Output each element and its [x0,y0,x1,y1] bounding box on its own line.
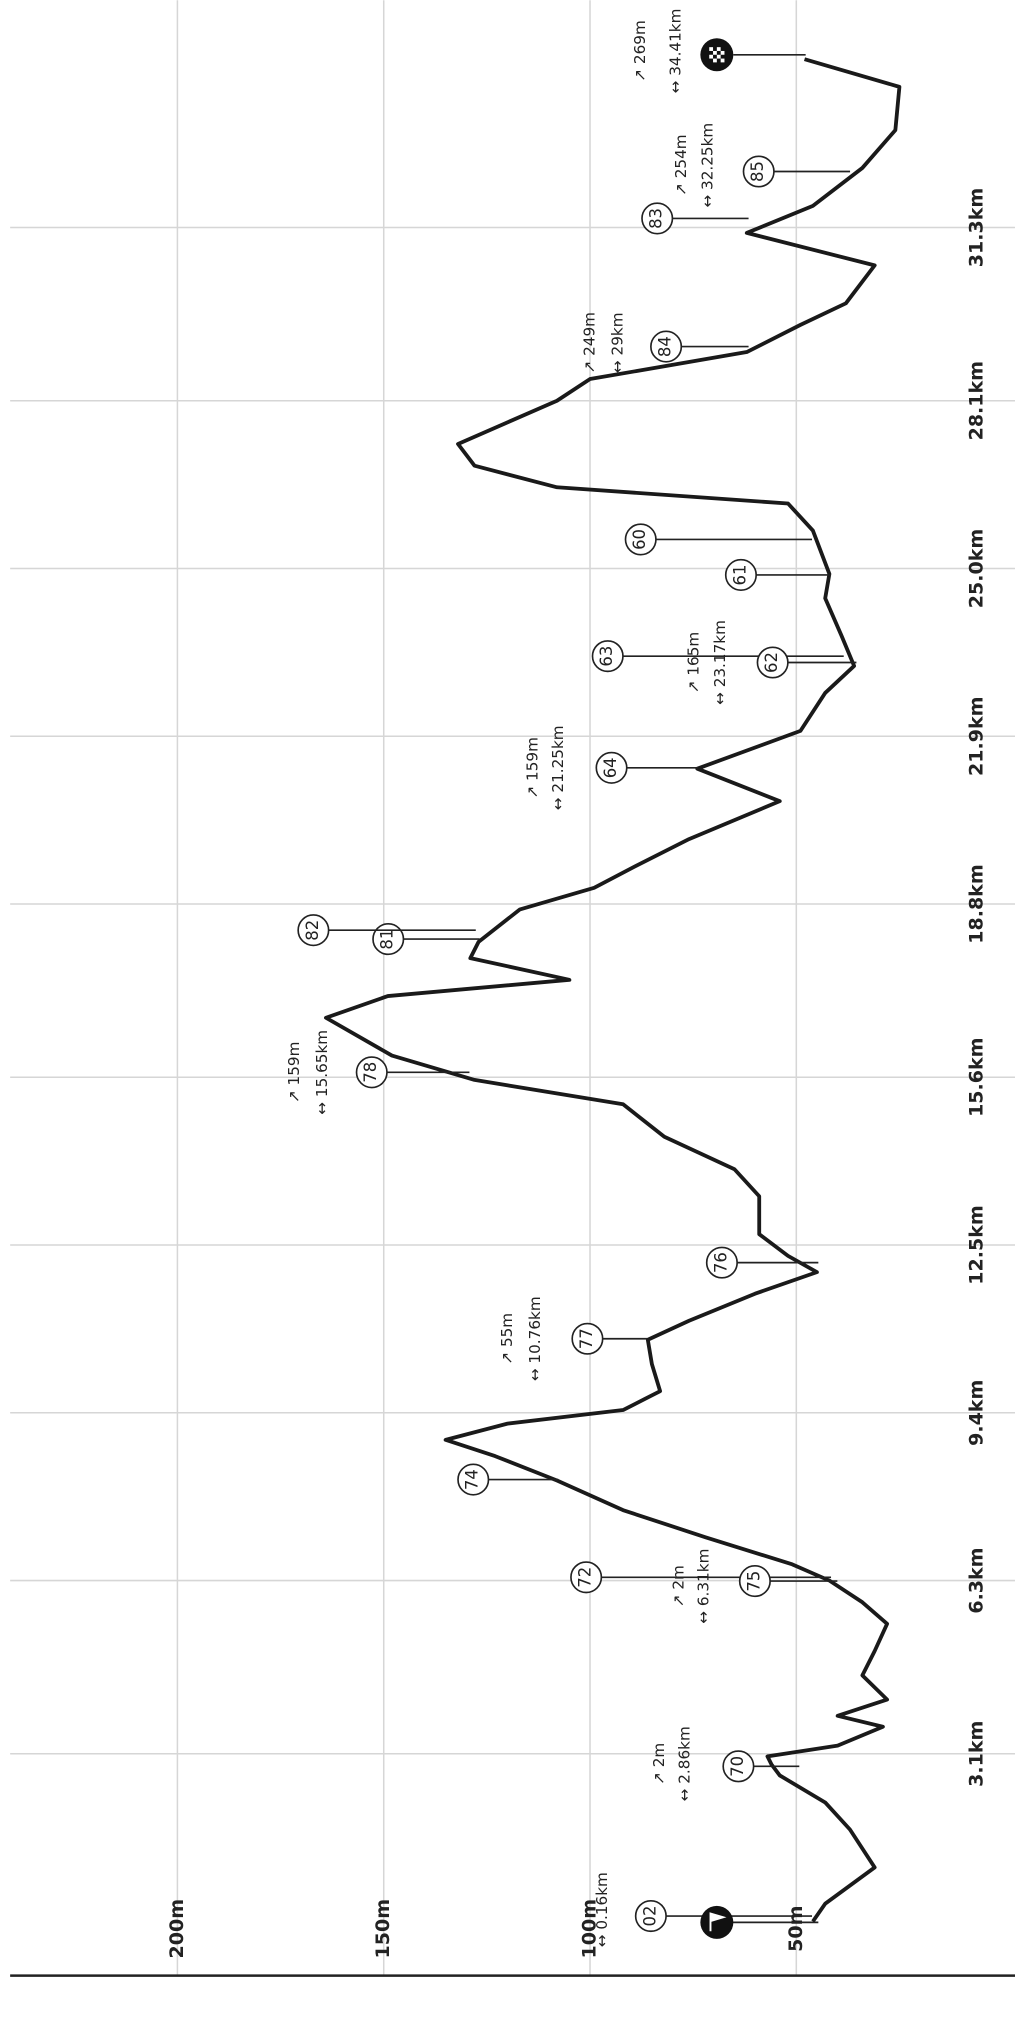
waypoint-label: 70 [728,1756,747,1777]
x-tick-label: 9.4km [965,1380,987,1446]
x-tick-label: 12.5km [965,1205,987,1284]
x-tick-label: 3.1km [965,1721,987,1787]
waypoint-marker [705,1246,738,1279]
waypoint-label: 85 [748,161,767,182]
waypoint-marker [457,1463,490,1496]
waypoint-marker [570,1561,603,1594]
y-tick-label: 50m [785,1906,807,1952]
waypoint-marker [624,523,657,556]
y-tick-label: 200m [166,1899,188,1959]
waypoint-marker [650,330,683,363]
y-tick-label: 100m [579,1899,601,1959]
waypoint-label: 83 [647,208,666,229]
waypoint-label: 64 [601,757,620,778]
waypoint-label: 82 [303,920,322,941]
finish-checker [716,54,721,59]
waypoint-marker [297,914,330,947]
finish-checker [713,50,717,55]
waypoint-marker [756,646,789,679]
waypoint-label: 60 [630,529,649,550]
climb-label: ↗ 249m [580,312,598,373]
finish-checker [720,50,725,55]
waypoint-marker [372,923,405,956]
waypoint-label: 78 [361,1062,380,1083]
waypoint-marker [722,1750,755,1783]
finish-checker [716,47,721,51]
waypoint-label: 76 [711,1252,730,1273]
x-tick-label: 18.8km [965,864,987,943]
waypoint-marker [724,558,757,592]
distance-label: ↔ 34.41km [667,9,685,94]
climb-label: ↗ 269m [631,20,649,81]
waypoint-label: 75 [744,1571,763,1592]
distance-label: ↔ 23.17km [711,620,729,705]
climb-label: ↗ 159m [285,1042,303,1103]
waypoint-label: 02 [640,1906,659,1927]
climb-label: ↗ 165m [685,632,703,693]
waypoint-marker [641,202,674,235]
waypoint-label: 72 [576,1567,595,1588]
waypoint-label: 77 [577,1328,596,1349]
waypoint-label: 61 [730,564,749,585]
x-tick-label: 21.9km [965,697,987,776]
x-tick-label: 15.6km [965,1038,987,1117]
finish-checker [709,54,714,59]
x-tick-label: 25.0km [965,529,987,608]
distance-label: ↔ 6.31km [695,1549,713,1624]
x-tick-label: 6.3km [965,1547,987,1613]
waypoint-marker [595,751,628,784]
y-tick-label: 150m [372,1899,394,1959]
x-tick-label: 31.3km [965,188,987,267]
waypoint-marker [634,1899,667,1933]
distance-label: ↔ 2.86km [676,1726,694,1801]
climb-label: ↗ 2m [669,1565,687,1607]
distance-label: ↔ 32.25km [698,123,716,208]
climb-label: ↗ 55m [498,1313,516,1365]
finish-checker [720,58,725,63]
climb-label: ↗ 2m [650,1743,668,1785]
waypoint-label: 74 [463,1469,482,1490]
distance-label: ↔ 10.76km [526,1296,544,1381]
waypoint-label: 81 [378,929,397,950]
distance-label: ↔ 0.16km [593,1872,611,1947]
waypoint-marker [571,1322,604,1355]
finish-checker [713,58,717,63]
distance-label: ↔ 29km [608,312,626,373]
start-icon [700,1905,734,1939]
start-flag [709,1912,727,1932]
x-tick-label: 28.1km [965,361,987,440]
waypoint-marker [742,155,775,188]
waypoint-label: 84 [656,336,675,357]
waypoint-label: 62 [762,652,781,673]
elevation-line [324,57,902,1923]
waypoint-marker [738,1565,771,1598]
climb-label: ↗ 159m [523,737,541,798]
waypoint-label: 63 [597,646,616,667]
waypoint-marker [591,640,624,673]
distance-label: ↔ 15.65km [313,1030,331,1115]
climb-label: ↗ 254m [672,134,690,195]
distance-label: ↔ 21.25km [549,725,567,810]
waypoint-marker [355,1056,388,1089]
finish-checker [709,47,714,51]
